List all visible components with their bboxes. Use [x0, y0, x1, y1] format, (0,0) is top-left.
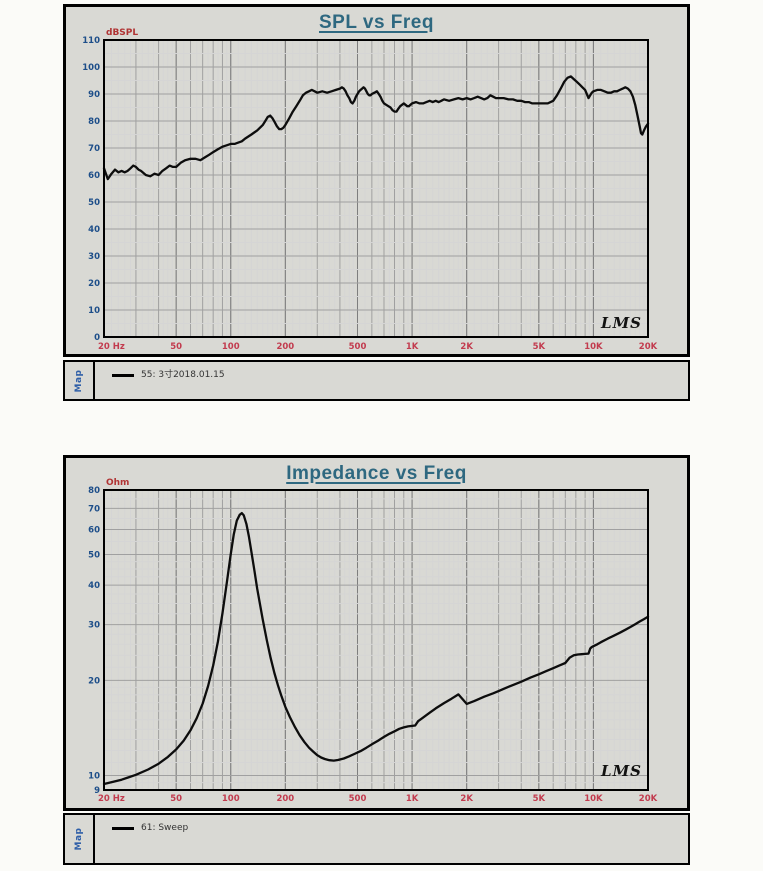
spl-chart-title-text: SPL vs Freq	[319, 12, 434, 33]
impedance-legend-bar: Map 61: Sweep	[63, 813, 690, 865]
y-unit-label: Ohm	[106, 478, 129, 488]
x-tick-label: 5K	[533, 342, 546, 352]
y-unit-label: dBSPL	[106, 28, 138, 38]
plot-frame	[103, 39, 649, 338]
y-tick-label: 60	[88, 526, 100, 536]
x-tick-label: 20K	[639, 342, 658, 352]
y-tick-label: 110	[82, 36, 100, 46]
y-tick-label: 10	[88, 306, 100, 316]
x-tick-label: 20 Hz	[98, 794, 125, 804]
x-tick-label: 100	[222, 342, 240, 352]
y-tick-label: 0	[94, 333, 100, 343]
y-tick-label: 40	[88, 225, 100, 235]
x-tick-label: 50	[170, 342, 182, 352]
x-tick-label: 200	[276, 342, 294, 352]
y-tick-label: 60	[88, 171, 100, 181]
impedance-chart-title: Impedance vs Freq	[66, 463, 687, 485]
y-tick-label: 40	[88, 581, 100, 591]
x-tick-label: 1K	[406, 342, 419, 352]
y-tick-label: 100	[82, 63, 100, 73]
plot-frame	[103, 489, 649, 791]
x-tick-label: 200	[276, 794, 294, 804]
spl-series-label: 55: 3寸2018.01.15	[141, 370, 225, 380]
x-tick-label: 2K	[460, 342, 473, 352]
legend-line-swatch	[112, 374, 134, 377]
map-tab-label: Map	[74, 369, 84, 392]
impedance-chart-panel: Impedance vs Freq 9 10 20 30 40 50 60 70 80 20 Hz…	[63, 455, 690, 811]
impedance-legend-content: 61: Sweep	[95, 815, 688, 863]
x-tick-label: 100	[222, 794, 240, 804]
map-tab: Map	[65, 362, 95, 399]
impedance-chart: 9 10 20 30 40 50 60 70 80 20 Hz 50 100 200 500 1K 2K 5K 1…	[88, 478, 658, 804]
y-tick-label: 20	[88, 279, 100, 289]
x-tick-label: 2K	[460, 794, 473, 804]
x-tick-label: 20K	[639, 794, 658, 804]
y-tick-label: 70	[88, 144, 100, 154]
x-tick-label: 10K	[584, 794, 603, 804]
spl-legend-bar: Map 55: 3寸2018.01.15	[63, 360, 690, 401]
lms-watermark: LMS	[600, 762, 642, 780]
x-tick-label: 20 Hz	[98, 342, 125, 352]
spl-legend-content: 55: 3寸2018.01.15	[95, 362, 688, 399]
spl-curve	[102, 75, 650, 181]
map-tab-label: Map	[74, 827, 84, 851]
x-tick-label: 10K	[584, 342, 603, 352]
y-tick-label: 30	[88, 252, 100, 262]
y-tick-label: 9	[94, 786, 100, 796]
x-tick-label: 50	[170, 794, 182, 804]
y-tick-label: 70	[88, 504, 100, 514]
impedance-curve	[102, 511, 650, 786]
y-tick-label: 50	[88, 551, 100, 561]
x-tick-label: 500	[349, 342, 367, 352]
y-tick-label: 80	[88, 486, 100, 496]
y-tick-label: 20	[88, 676, 100, 686]
impedance-series-label: 61: Sweep	[141, 823, 189, 833]
spl-chart-title: SPL vs Freq	[66, 12, 687, 34]
x-tick-label: 1K	[406, 794, 419, 804]
spl-chart-panel: SPL vs Freq 0 10 20 30 40 50 60 70 80 90 100 110 20 …	[63, 4, 690, 357]
x-tick-label: 5K	[533, 794, 546, 804]
map-tab: Map	[65, 815, 95, 863]
spl-chart: 0 10 20 30 40 50 60 70 80 90 100 110 20 Hz 50 100 200 50…	[82, 28, 658, 352]
legend-line-swatch	[112, 827, 134, 830]
y-tick-label: 90	[88, 90, 100, 100]
y-tick-label: 50	[88, 198, 100, 208]
lms-watermark: LMS	[600, 314, 642, 332]
impedance-chart-title-text: Impedance vs Freq	[286, 463, 467, 484]
y-tick-label: 80	[88, 117, 100, 127]
x-tick-label: 500	[349, 794, 367, 804]
y-tick-label: 30	[88, 621, 100, 631]
y-tick-label: 10	[88, 772, 100, 782]
